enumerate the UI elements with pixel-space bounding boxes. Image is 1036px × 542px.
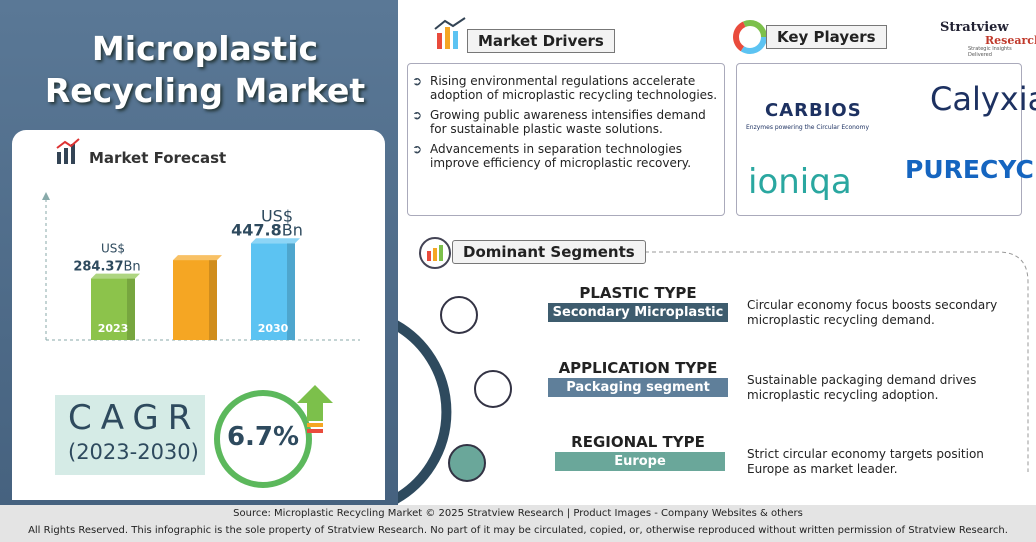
cagr-label: CAGR xyxy=(68,398,201,438)
driver: Rising environmental regulations acceler… xyxy=(412,74,724,102)
bar xyxy=(173,260,217,340)
value-unit: Bn xyxy=(282,220,303,239)
players-icon xyxy=(733,20,767,54)
logo-ioniqa: ioniqa xyxy=(748,162,852,202)
value-currency: US$ xyxy=(101,242,125,256)
driver: Advancements in separation technologies … xyxy=(412,142,724,170)
segment-icon xyxy=(474,370,512,408)
segment-icon xyxy=(440,296,478,334)
logo-calyxia: Calyxia xyxy=(930,80,1036,118)
value-currency: US$ xyxy=(261,206,293,225)
cagr-value: 6.7% xyxy=(226,422,300,452)
x-tick-label: 2023 xyxy=(98,322,129,335)
value-label: 447.8Bn xyxy=(231,220,303,239)
segment-value: Secondary Microplastic xyxy=(548,303,728,322)
brand-sub: Research xyxy=(985,34,1036,47)
segment-value: Europe xyxy=(555,452,725,471)
bar-top xyxy=(173,255,222,261)
value-number: 284.37 xyxy=(73,260,123,275)
bar-shade xyxy=(209,260,217,340)
axis-arrow xyxy=(42,192,50,200)
segment-icon xyxy=(448,444,486,482)
players-heading: Key Players xyxy=(766,25,887,49)
up-arrow xyxy=(297,385,333,433)
x-tick-label: 2030 xyxy=(258,322,289,335)
value-unit: Bn xyxy=(124,260,141,275)
footer: Source: Microplastic Recycling Market © … xyxy=(0,505,1036,542)
bar-top xyxy=(91,273,140,279)
footer-rights: All Rights Reserved. This infographic is… xyxy=(28,525,1008,536)
bar xyxy=(251,243,295,340)
bar xyxy=(91,278,135,340)
brand-tagline: Strategic Insights Delivered xyxy=(968,46,1012,58)
logo-purecycle: PURECYCLE xyxy=(905,155,1036,184)
forecast-heading: Market Forecast xyxy=(89,149,227,167)
segments-icon xyxy=(419,237,451,269)
logo-carbios: CARBIOS xyxy=(765,100,862,121)
title: Microplastic Recycling Market xyxy=(44,29,366,110)
drivers-box: Rising environmental regulations acceler… xyxy=(407,63,725,216)
segment-type: REGIONAL TYPE xyxy=(571,433,705,451)
segments-heading: Dominant Segments xyxy=(452,240,646,264)
segment-desc: Circular economy focus boosts secondary … xyxy=(747,298,998,327)
segment-desc: Sustainable packaging demand drives micr… xyxy=(747,373,977,402)
drivers-heading: Market Drivers xyxy=(467,29,615,53)
footer-source: Source: Microplastic Recycling Market © … xyxy=(233,508,803,519)
cagr-ring xyxy=(214,390,312,488)
cagr-period: (2023-2030) xyxy=(68,440,199,464)
driver: Growing public awareness intensifies dem… xyxy=(412,108,724,136)
drivers-list: Rising environmental regulations acceler… xyxy=(408,74,724,170)
segment-desc: Strict circular economy targets position… xyxy=(747,447,984,476)
logo-carbios-tagline: Enzymes powering the Circular Economy xyxy=(746,124,869,131)
value-number: 447.8 xyxy=(231,220,282,239)
cagr-box xyxy=(55,395,205,475)
value-label: 284.37Bn xyxy=(73,260,140,275)
brand-name: Stratview xyxy=(940,20,1009,35)
drivers-icon xyxy=(434,17,466,49)
bar-shade xyxy=(127,278,135,340)
segments-frame xyxy=(398,251,1029,504)
forecast-icon xyxy=(56,138,80,164)
segment-type: APPLICATION TYPE xyxy=(558,359,718,377)
players-box xyxy=(736,63,1022,216)
bar-shade xyxy=(287,243,295,340)
segment-type: PLASTIC TYPE xyxy=(579,284,697,302)
segment-value: Packaging segment xyxy=(548,378,728,397)
bar-top xyxy=(251,238,300,244)
